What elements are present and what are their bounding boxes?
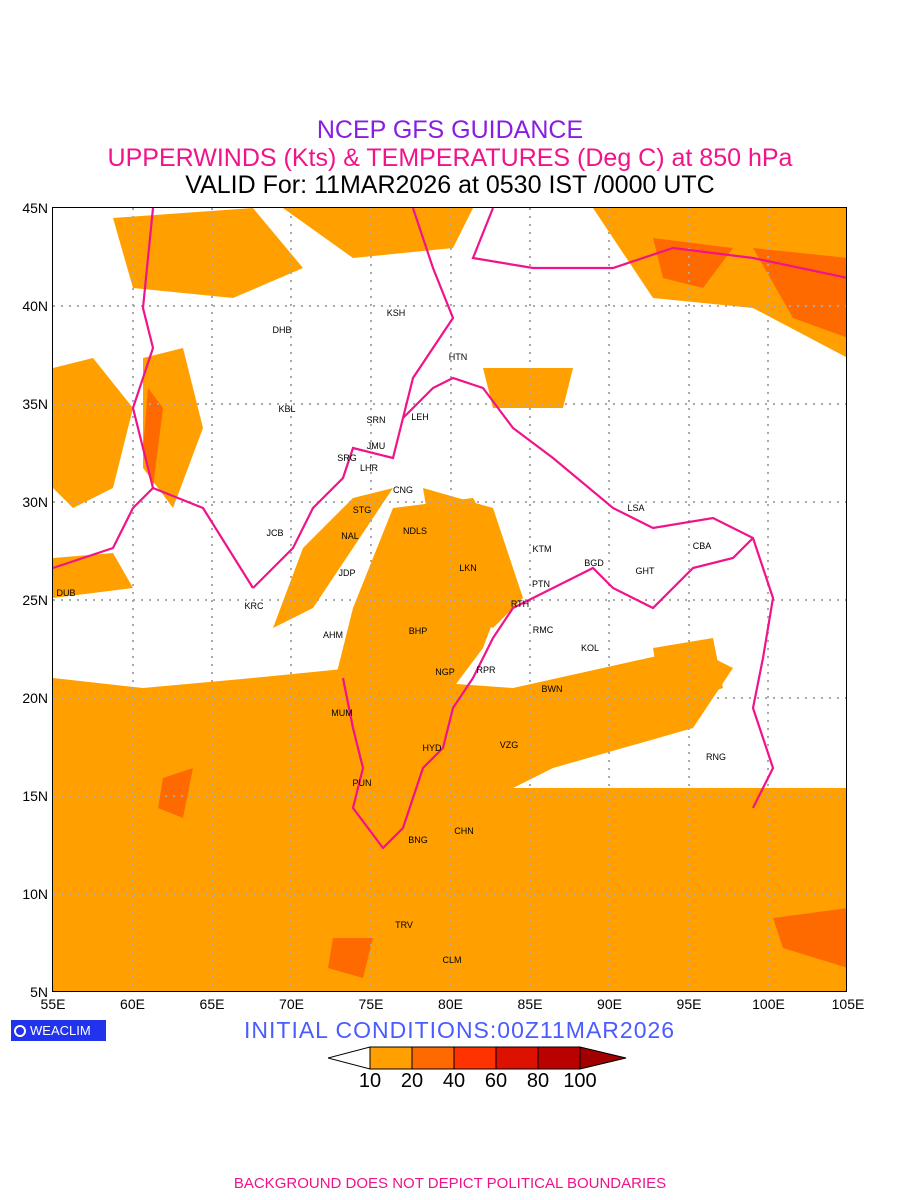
station-label: PUN: [352, 778, 372, 788]
lon-label: 105E: [831, 996, 865, 1012]
logo-text: WEACLIM: [30, 1023, 91, 1038]
station-label: RMC: [532, 625, 554, 635]
station-label: BNG: [408, 835, 428, 845]
station-label: DHB: [272, 325, 292, 335]
lon-label: 60E: [120, 996, 145, 1012]
colorbar-bin: [411, 1046, 455, 1070]
colorbar-label: 10: [358, 1070, 382, 1092]
colorbar-bin: [369, 1046, 413, 1070]
lon-label: 95E: [676, 996, 702, 1012]
station-label: KBL: [278, 404, 296, 414]
lon-label: 75E: [358, 996, 384, 1012]
lat-label: 35N: [22, 396, 48, 412]
lon-label: 90E: [597, 996, 622, 1012]
colorbar-over: [579, 1046, 627, 1070]
lon-label: 100E: [752, 996, 785, 1012]
station-label: LHR: [359, 463, 379, 473]
station-label: KOL: [580, 643, 600, 653]
lon-label: 55E: [40, 996, 66, 1012]
station-label: TRV: [395, 920, 413, 930]
colorbar-label: 80: [526, 1070, 550, 1092]
station-label: MUM: [331, 708, 353, 718]
colorbar-label: 40: [442, 1070, 466, 1092]
station-label: BGD: [584, 558, 604, 568]
colorbar-bin: [495, 1046, 539, 1070]
valid-time: VALID For: 11MAR2026 at 0530 IST /0000 U…: [185, 171, 715, 199]
station-label: CNG: [393, 485, 413, 495]
station-label: NGP: [435, 667, 455, 677]
station-label: CBA: [692, 541, 712, 551]
station-label: RNG: [706, 752, 726, 762]
station-label: CLM: [442, 955, 462, 965]
lat-label: 10N: [22, 886, 48, 902]
station-label: HTN: [448, 352, 468, 362]
station-label: JMU: [366, 441, 386, 451]
chart-subtitle: UPPERWINDS (Kts) & TEMPERATURES (Deg C) …: [107, 144, 793, 172]
station-label: DUB: [56, 588, 76, 598]
station-label: BWN: [541, 684, 563, 694]
initial-conditions: INITIAL CONDITIONS:00Z11MAR2026: [244, 1017, 676, 1043]
station-label: HYD: [422, 743, 442, 753]
lat-label: 40N: [22, 298, 48, 314]
station-label: JCB: [266, 528, 284, 538]
station-label: PTN: [532, 579, 550, 589]
lon-label: 80E: [438, 996, 463, 1012]
station-label: RTH: [510, 599, 530, 609]
colorbar-label: 100: [563, 1070, 597, 1092]
lat-label: 20N: [22, 690, 48, 706]
lat-label: 25N: [22, 592, 48, 608]
station-label: GHT: [635, 566, 655, 576]
station-label: SRN: [366, 415, 386, 425]
station-label: CHN: [454, 826, 474, 836]
station-label: KRC: [244, 601, 264, 611]
colorbar-label: 20: [400, 1070, 424, 1092]
station-label: KSH: [386, 308, 406, 318]
station-label: VZG: [499, 740, 519, 750]
lon-label: 70E: [279, 996, 304, 1012]
station-label: SRG: [337, 453, 357, 463]
colorbar-under: [328, 1046, 371, 1070]
station-label: BHP: [408, 626, 428, 636]
lat-label: 15N: [22, 788, 48, 804]
lat-label: 45N: [22, 200, 48, 216]
station-label: KTM: [532, 544, 552, 554]
station-label: LSA: [627, 503, 645, 513]
weaclim-logo: WEACLIM: [11, 1020, 106, 1041]
station-label: LKN: [459, 563, 477, 573]
lon-label: 85E: [517, 996, 543, 1012]
colorbar: [328, 1046, 627, 1070]
station-label: NDLS: [402, 526, 428, 536]
logo-circle-icon: [14, 1024, 26, 1037]
station-label: NAL: [341, 531, 359, 541]
station-label: AHM: [323, 630, 343, 640]
chart-title: NCEP GFS GUIDANCE: [316, 116, 584, 144]
map-shading: [53, 208, 846, 991]
station-label: LEH: [411, 412, 429, 422]
station-label: RPR: [476, 665, 496, 675]
station-label: STG: [352, 505, 372, 515]
colorbar-bin: [453, 1046, 497, 1070]
boundaries: [53, 208, 846, 850]
lat-label: 5N: [30, 984, 48, 1000]
footer-note: BACKGROUND DOES NOT DEPICT POLITICAL BOU…: [233, 1175, 667, 1192]
station-label: JDP: [338, 568, 356, 578]
colorbar-label: 60: [484, 1070, 508, 1092]
lon-label: 65E: [199, 996, 225, 1012]
lat-label: 30N: [22, 494, 48, 510]
colorbar-bin: [537, 1046, 581, 1070]
wind-temperature-map: [52, 207, 847, 992]
